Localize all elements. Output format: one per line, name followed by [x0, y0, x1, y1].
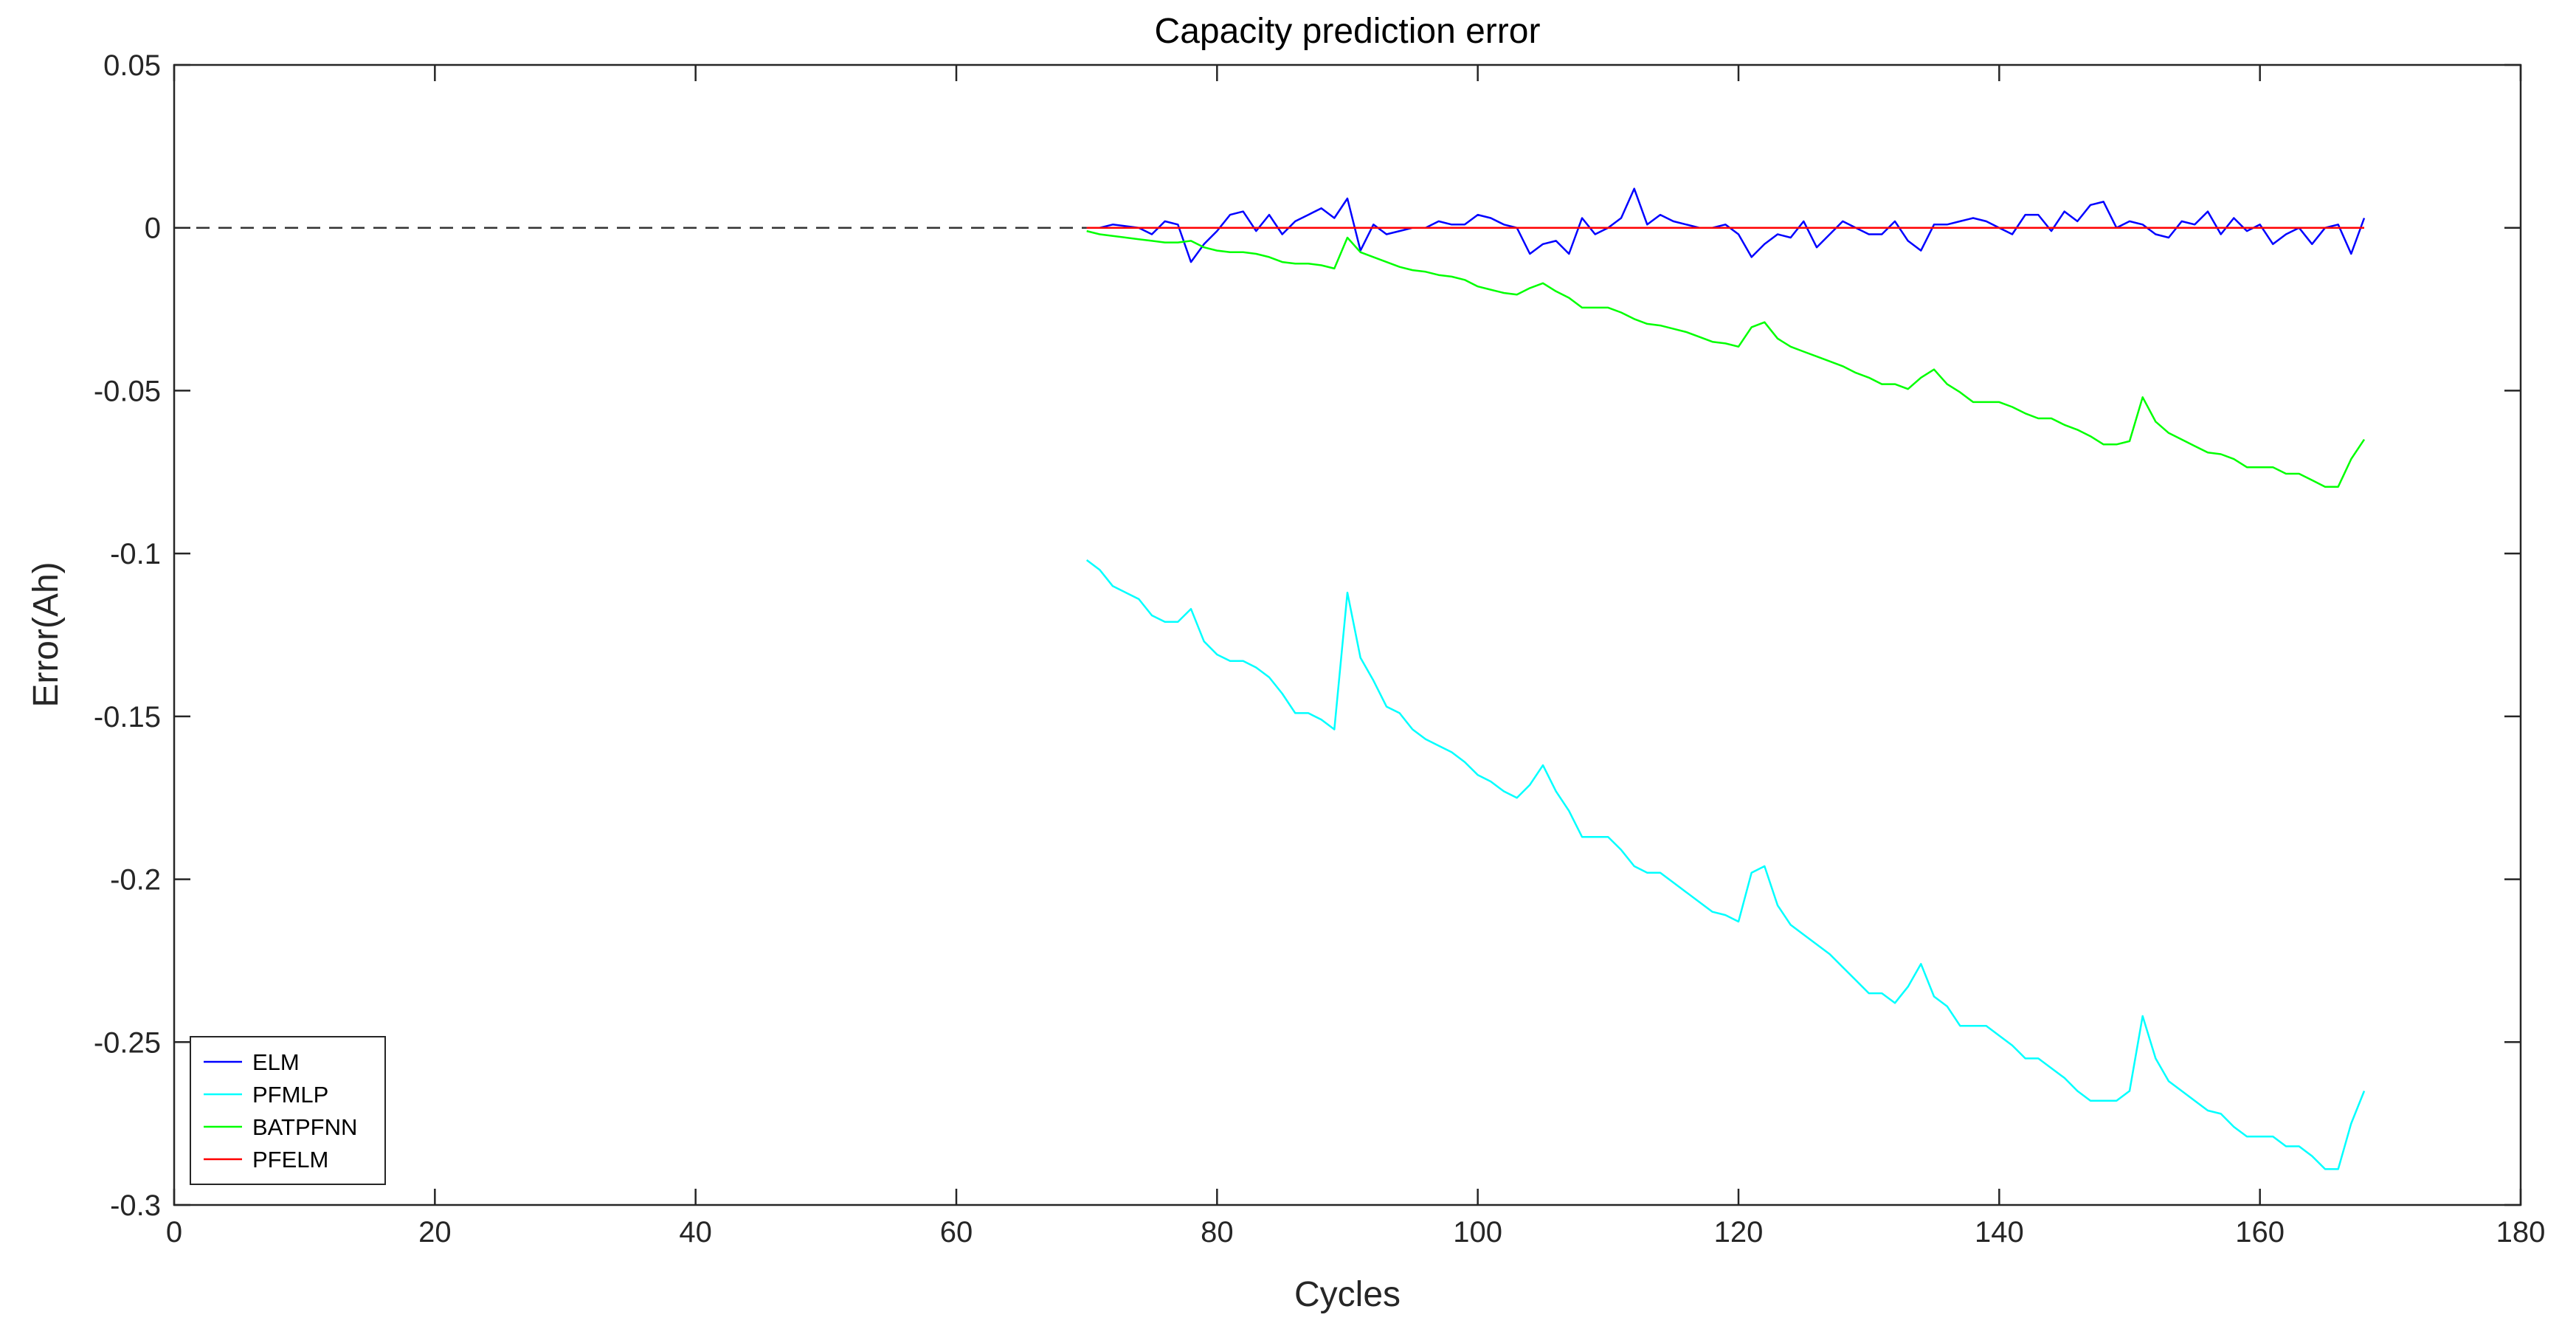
x-tick-label: 0	[166, 1216, 182, 1249]
x-tick-label: 20	[418, 1216, 452, 1249]
plot-background	[174, 65, 2521, 1205]
x-tick-label: 80	[1201, 1216, 1234, 1249]
plot-frame	[173, 63, 2522, 1206]
legend-label-elm: ELM	[252, 1049, 300, 1075]
y-tick-label: -0.15	[94, 701, 161, 733]
x-tick-label: 100	[1453, 1216, 1502, 1249]
legend-label-pfelm: PFELM	[252, 1147, 328, 1172]
chart-title: Capacity prediction error	[1155, 12, 1541, 51]
x-tick-label: 160	[2235, 1216, 2285, 1249]
series-layer	[1085, 187, 2366, 1170]
y-tick-label: 0	[145, 213, 161, 245]
y-tick-label: 0.05	[103, 49, 161, 82]
y-tick-label: -0.2	[110, 864, 161, 897]
x-tick-label: 140	[1975, 1216, 2024, 1249]
x-tick-label: 180	[2496, 1216, 2546, 1249]
tick-layer: 0 20 40 60 80 100 120 140 160 180 0.05 0 -0.05 -0.1 -0…	[94, 49, 2546, 1249]
x-tick-label: 120	[1714, 1216, 1764, 1249]
x-axis-label: Cycles	[1294, 1275, 1401, 1314]
x-tick-label: 60	[940, 1216, 973, 1249]
series-line-elm	[1086, 187, 2366, 263]
legend-label-batpfnn: BATPFNN	[252, 1114, 357, 1140]
legend-label-pfmlp: PFMLP	[252, 1082, 328, 1108]
series-line-batpfnn	[1086, 229, 2366, 488]
x-tick-label: 40	[679, 1216, 712, 1249]
legend: ELM PFMLP BATPFNN PFELM	[190, 1036, 386, 1185]
y-tick-label: -0.25	[94, 1026, 161, 1059]
series-line-pfmlp	[1085, 559, 2366, 1170]
y-tick-label: -0.3	[110, 1189, 161, 1222]
y-tick-label: -0.05	[94, 375, 161, 407]
y-tick-label: -0.1	[110, 538, 161, 570]
y-axis-label: Error(Ah)	[27, 562, 66, 707]
